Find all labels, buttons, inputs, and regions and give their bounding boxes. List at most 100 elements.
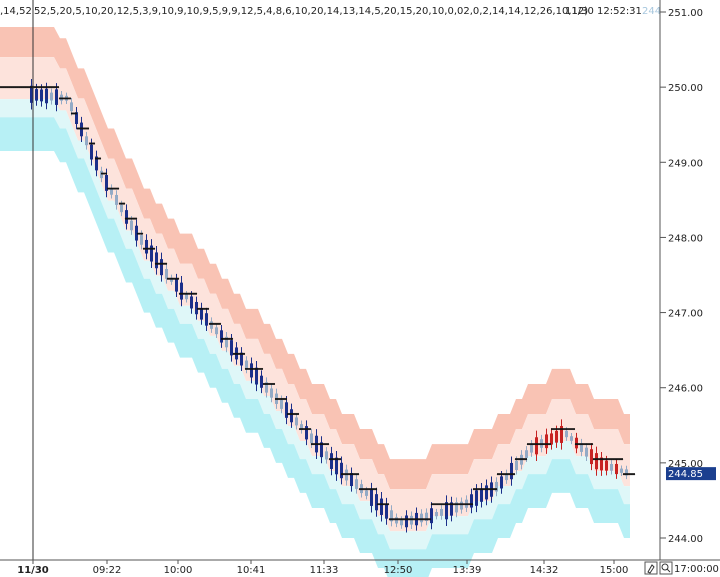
- trend-dot: [208, 322, 212, 325]
- candle-body: [320, 442, 323, 458]
- candle-body: [180, 282, 183, 300]
- zoom-icon[interactable]: [659, 561, 673, 575]
- trend-dot: [560, 427, 564, 431]
- trend-dot: [630, 473, 634, 476]
- trend-dot: [108, 187, 112, 190]
- candle-body: [405, 515, 408, 528]
- trend-dot: [500, 473, 504, 476]
- trend-dot: [36, 86, 40, 89]
- trend-dot: [204, 307, 208, 310]
- trend-dot: [196, 307, 200, 310]
- candle-body: [615, 463, 618, 475]
- trend-dot: [396, 518, 400, 521]
- trend-dot: [536, 442, 540, 446]
- trend-dot: [312, 442, 316, 446]
- time-tick-label: 12:50: [384, 565, 413, 576]
- trend-dot: [622, 473, 626, 476]
- trend-dot: [546, 442, 550, 446]
- trend-dot: [240, 352, 244, 355]
- trend-dot: [264, 382, 268, 386]
- trend-dot: [498, 473, 502, 476]
- trend-dot: [446, 503, 450, 506]
- candle-body: [480, 488, 483, 502]
- trend-dot: [298, 427, 302, 431]
- trend-dot: [578, 442, 582, 446]
- candle-body: [185, 294, 188, 300]
- trend-dot: [306, 427, 310, 431]
- trend-dot: [404, 518, 408, 521]
- trend-dot: [354, 473, 358, 476]
- trend-dot: [226, 337, 230, 340]
- candle-body: [555, 430, 558, 443]
- trend-dot: [472, 488, 476, 491]
- trend-dot: [606, 458, 610, 461]
- trend-dot: [92, 142, 96, 145]
- trend-dot: [468, 503, 472, 506]
- trend-dot: [136, 232, 140, 235]
- candle-body: [560, 425, 563, 443]
- trend-dot: [180, 292, 184, 295]
- candle-body: [220, 330, 223, 343]
- trend-dot: [52, 86, 56, 89]
- candle-body: [70, 102, 73, 112]
- trend-dot: [376, 503, 380, 506]
- trend-dot: [502, 473, 506, 476]
- trend-dot: [254, 367, 258, 371]
- trend-dot: [220, 337, 224, 340]
- trend-dot: [496, 473, 500, 476]
- trend-dot: [128, 217, 132, 220]
- trend-dot: [156, 262, 160, 265]
- edit-icon[interactable]: [644, 561, 658, 575]
- candle-body: [45, 88, 48, 104]
- trend-dot: [562, 427, 566, 431]
- time-tick-label: 10:00: [164, 565, 193, 576]
- trend-dot: [430, 503, 434, 506]
- trend-dot: [142, 247, 146, 250]
- trend-dot: [438, 503, 442, 506]
- trend-dot: [328, 458, 332, 461]
- candle-body: [370, 489, 373, 506]
- trend-dot: [300, 427, 304, 431]
- header-datetime: 11/30 12:52:31: [565, 6, 642, 17]
- candle-body: [435, 511, 438, 517]
- candle-body: [215, 327, 218, 335]
- candle-body: [245, 360, 248, 369]
- trend-dot: [190, 292, 194, 295]
- trend-dot: [174, 277, 178, 280]
- trend-dot: [526, 442, 530, 446]
- trend-dot: [390, 518, 394, 521]
- trend-dot: [366, 488, 370, 491]
- lower-inner-band: [0, 99, 630, 550]
- trend-dot: [338, 458, 342, 461]
- trend-dot: [402, 518, 406, 521]
- candle-body: [145, 239, 148, 254]
- candle-body: [445, 502, 448, 520]
- trend-dot: [572, 427, 576, 431]
- trend-dot: [126, 217, 130, 220]
- trend-dot: [132, 217, 136, 220]
- trend-dot: [518, 458, 522, 461]
- trend-dot: [4, 86, 8, 89]
- trend-dot: [552, 427, 556, 431]
- trend-dot: [304, 427, 308, 431]
- time-tick-label: 15:00: [600, 565, 629, 576]
- current-price-label: 244.85: [668, 469, 703, 480]
- trend-dot: [470, 503, 474, 506]
- trend-dot: [168, 277, 172, 280]
- trend-dot: [602, 458, 606, 461]
- candle-body: [230, 340, 233, 356]
- candle-body: [130, 220, 133, 231]
- candle-body: [410, 515, 413, 525]
- price-tick-label: 247.00: [668, 309, 703, 320]
- trend-dot: [482, 488, 486, 491]
- trend-dot: [580, 442, 584, 446]
- trend-dot: [188, 292, 192, 295]
- candle-body: [305, 426, 308, 440]
- trend-dot: [0, 86, 2, 89]
- trend-dot: [60, 97, 64, 100]
- trend-dot: [374, 488, 378, 491]
- trend-dot: [348, 473, 352, 476]
- trend-dot: [280, 397, 284, 401]
- trend-dot: [202, 307, 206, 310]
